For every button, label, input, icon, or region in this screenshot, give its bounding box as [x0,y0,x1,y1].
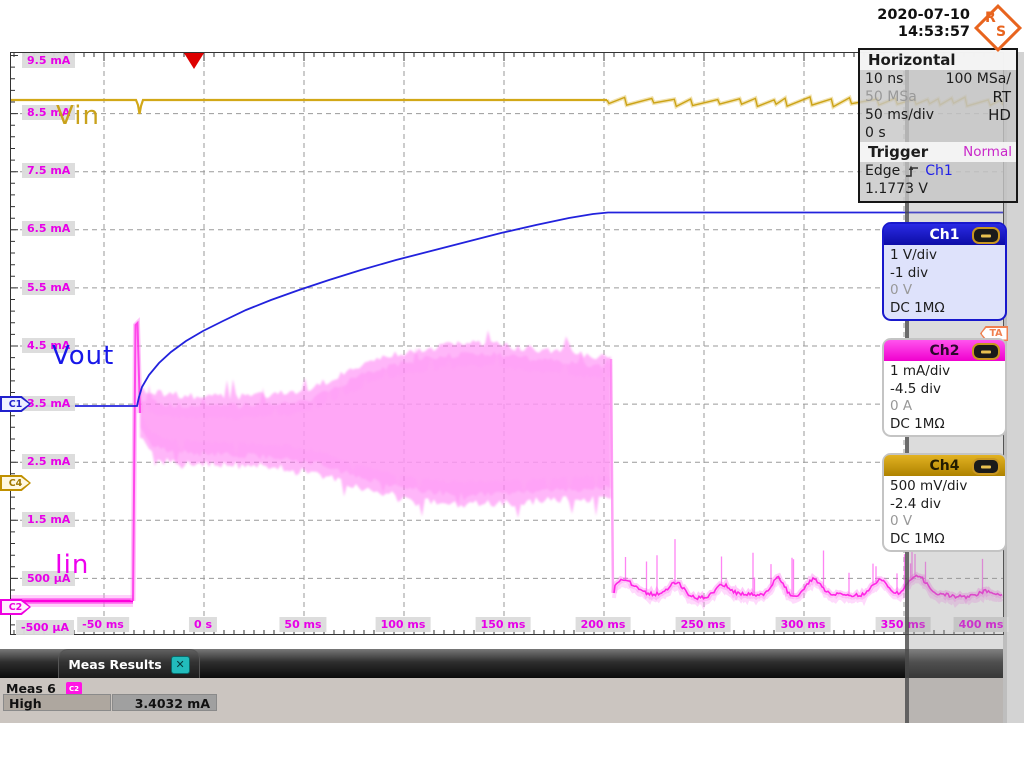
x-axis-label: 150 ms [475,617,531,632]
ch4-offset: -2.4 div [890,495,941,512]
meas-results-tab-label: Meas Results [68,657,162,672]
hd-mode-badge: HD [988,106,1011,124]
datetime-display: 2020-07-10 14:53:57 [838,7,970,41]
ch1-offset-marker-label: C1 [2,398,29,410]
y-axis-label: 5.5 mA [22,280,76,295]
ch2-coupling: DC 1MΩ [890,415,945,432]
ch2-position: 0 A [890,398,913,414]
ch1-coupling: DC 1MΩ [890,299,945,316]
ch1-panel[interactable]: Ch1 1 V/div -1 div 0 V DC 1MΩ [882,222,1007,321]
x-axis-label: 400 ms [953,617,1009,632]
ch2-minimize-button[interactable] [972,343,1000,360]
measurement-source-badge: C2 [66,682,82,695]
trigger-position-marker[interactable] [184,53,204,69]
y-axis-label: 6.5 mA [22,221,76,236]
waveform-traces [11,53,1005,634]
right-margin-strip [1003,52,1024,723]
measurement-group-label: Meas 6 [6,681,56,696]
y-axis-label: 2.5 mA [22,454,76,469]
trigger-source-value: Ch1 [925,163,953,179]
rohde-schwarz-logo: R S [973,3,1023,53]
ch4-minimize-button[interactable] [972,458,1000,475]
ch4-scale: 500 mV/div [890,478,968,494]
resolution-value: 10 ns [865,71,904,87]
ch1-scale: 1 V/div [890,247,937,263]
ch4-position: 0 V [890,513,913,529]
measurement-value-cell: 3.4032 mA [112,694,217,711]
date-text: 2020-07-10 [877,7,970,23]
meas-results-tab[interactable]: Meas Results ✕ [58,649,200,679]
x-axis-label: 0 s [188,617,218,632]
x-axis-label: 50 ms [279,617,327,632]
minimize-icon [981,234,991,237]
ch2-offset-marker[interactable]: C2 [0,599,31,615]
rising-edge-icon [906,165,919,177]
vout-trace-label: Vout [52,341,115,371]
y-axis-label: 9.5 mA [22,53,76,68]
ch1-minimize-button[interactable] [972,227,1000,244]
meas-results-panel: Meas 6 C2 High 3.4032 mA [0,678,1003,723]
realtime-mode-badge: RT [992,88,1012,106]
sample-rate-value: 100 MSa/ [945,71,1011,87]
ch4-coupling: DC 1MΩ [890,530,945,547]
ch2-offset: -4.5 div [890,380,941,397]
ch1-offset-marker[interactable]: C1 [0,396,31,412]
y-axis-label: 4.5 mA [22,338,76,353]
y-axis-label: -500 µA [16,620,74,635]
trigger-type-value: Edge [865,163,901,179]
ch2-offset-marker-label: C2 [2,601,29,613]
x-axis-label: 250 ms [675,617,731,632]
ch1-panel-title: Ch1 [929,226,960,243]
y-axis-label: 8.5 mA [22,105,76,120]
iin-trace-label: Iin [55,550,90,580]
ch4-panel[interactable]: Ch4 500 mV/div -2.4 div 0 V DC 1MΩ [882,453,1007,552]
ch2-scale: 1 mA/div [890,363,951,379]
logo-letter-r: R [985,10,996,26]
trigger-annotation-text: TA [981,327,1007,340]
ch4-panel-title: Ch4 [929,457,960,474]
y-axis-label: 3.5 mA [22,396,76,411]
ch1-position: 0 V [890,282,913,298]
horizontal-position-value: 0 s [865,125,886,141]
ch2-panel[interactable]: Ch2 1 mA/div -4.5 div 0 A DC 1MΩ [882,338,1007,437]
ch4-offset-marker-label: C4 [2,477,29,489]
ch1-offset: -1 div [890,264,929,281]
x-axis-label: 200 ms [575,617,631,632]
trigger-annotation-tag: TA [980,326,1008,341]
trigger-mode-value: Normal [963,144,1012,160]
x-axis-label: -50 ms [77,617,129,632]
waveform-display-area[interactable] [10,52,1005,635]
minimize-icon [981,465,991,468]
vin-trace-label: Vin [56,101,100,131]
horizontal-settings-panel[interactable]: Horizontal 10 ns 100 MSa/ 50 MSa RT 50 m… [858,48,1018,203]
trigger-panel-title: Trigger [868,143,929,161]
sample-rate-alt-value: 50 MSa [865,89,917,105]
timebase-value: 50 ms/div [865,107,934,123]
x-axis-label: 350 ms [875,617,931,632]
y-axis-label: 7.5 mA [22,163,76,178]
time-text: 14:53:57 [897,24,970,40]
ch2-panel-title: Ch2 [929,342,960,359]
horizontal-panel-title: Horizontal [868,51,956,69]
y-axis-label: 1.5 mA [22,512,76,527]
x-axis-label: 300 ms [775,617,831,632]
measurement-name-cell: High [3,694,111,711]
logo-letter-s: S [996,24,1007,40]
trigger-level-value: 1.1773 V [865,181,929,197]
close-icon[interactable]: ✕ [170,655,190,674]
ch4-offset-marker[interactable]: C4 [0,475,31,491]
x-axis-label: 100 ms [375,617,431,632]
minimize-icon [981,350,991,353]
y-axis-label: 500 µA [22,571,76,586]
